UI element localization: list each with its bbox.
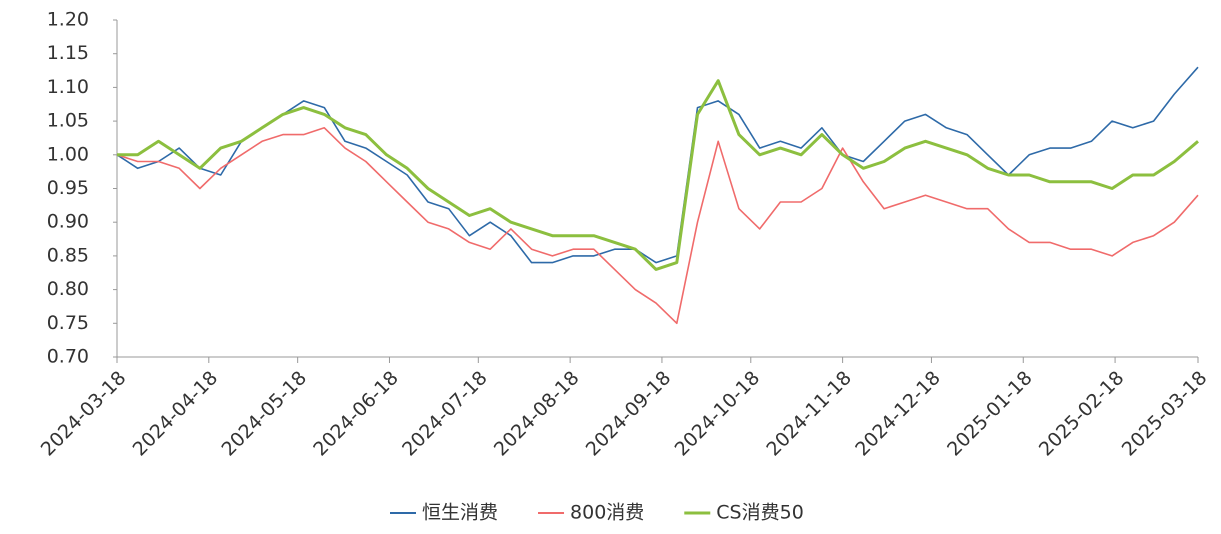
y-tick-label: 1.15 [47,42,89,64]
x-tick-label: 2024-10-18 [671,367,765,461]
y-tick-label: 0.80 [47,278,89,300]
x-tick-label: 2024-07-18 [398,367,492,461]
y-tick-label: 0.70 [47,346,89,368]
x-tick-label: 2024-05-18 [217,367,311,461]
y-tick-label: 0.90 [47,211,89,233]
y-tick-label: 0.75 [47,312,89,334]
x-tick-label: 2024-11-18 [762,367,856,461]
x-tick-label: 2024-09-18 [582,367,676,461]
series-line [116,66,1199,264]
y-tick-label: 1.05 [47,110,89,132]
series-line [117,79,1199,271]
x-tick-label: 2024-12-18 [851,367,945,461]
y-tick-label: 0.85 [47,244,89,266]
y-tick-label: 0.95 [47,177,89,199]
series-line [116,127,1199,325]
y-tick-label: 1.00 [47,143,89,165]
legend-label: CS消费50 [716,502,804,524]
y-tick-label: 1.10 [47,76,89,98]
x-tick-label: 2025-02-18 [1035,367,1129,461]
x-tick-label: 2024-03-18 [37,367,131,461]
x-tick-label: 2024-08-18 [490,367,584,461]
y-tick-label: 1.20 [47,9,89,31]
x-tick-label: 2025-03-18 [1118,367,1212,461]
x-tick-label: 2025-01-18 [943,367,1037,461]
x-tick-label: 2024-04-18 [129,367,223,461]
legend-label: 恒生消费 [422,502,498,524]
legend: 恒生消费 800消费 CS消费50 [390,502,804,524]
legend-label: 800消费 [570,502,644,524]
x-tick-label: 2024-06-18 [309,367,403,461]
